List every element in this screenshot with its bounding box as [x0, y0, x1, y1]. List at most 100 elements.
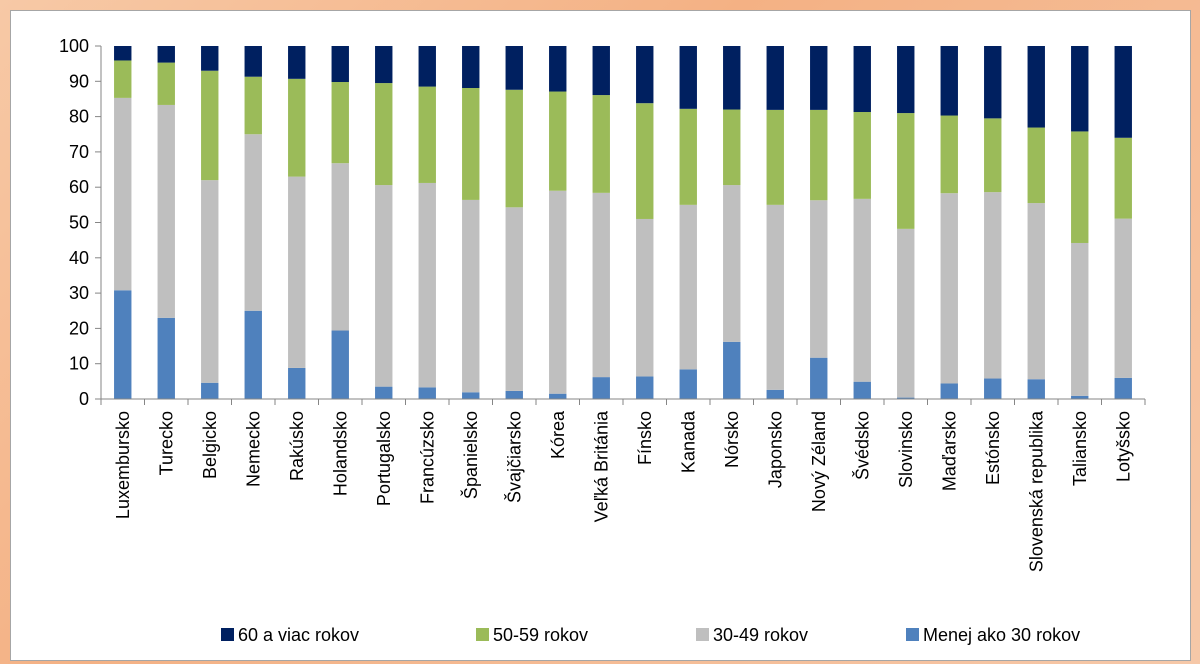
bar-segment-18-3 [853, 112, 871, 199]
y-tick-label: 90 [69, 71, 89, 91]
x-category-label: Kanada [678, 410, 698, 473]
bar-segment-1-3 [114, 60, 132, 98]
x-category-label: Rakúsko [287, 411, 307, 481]
bar-segment-8-2 [418, 182, 436, 388]
bar-segment-9-2 [462, 199, 480, 393]
bar-segment-14-1 [679, 369, 697, 399]
x-category-label: Kórea [548, 410, 568, 459]
bar-segment-20-4 [940, 46, 958, 116]
x-category-label: Francúzsko [417, 411, 437, 504]
bar-segment-7-2 [375, 185, 393, 387]
legend-label: 50-59 rokov [493, 625, 588, 645]
bar-segment-3-4 [201, 46, 219, 71]
bar-segment-12-1 [592, 377, 610, 399]
bar-segment-1-1 [114, 290, 132, 399]
bar-segment-15-1 [723, 341, 741, 399]
bar-segment-21-3 [984, 118, 1002, 193]
x-category-label: Luxembursko [113, 411, 133, 519]
x-category-label: Nórsko [722, 411, 742, 468]
bar-segment-1-2 [114, 97, 132, 291]
bar-segment-19-4 [897, 46, 915, 114]
bar-segment-13-2 [636, 218, 654, 377]
bar-segment-8-4 [418, 46, 436, 87]
bar-segment-17-3 [810, 109, 828, 201]
bar-segment-23-3 [1071, 131, 1089, 243]
y-tick-label: 60 [69, 177, 89, 197]
bar-segment-9-3 [462, 88, 480, 200]
bar-segment-2-3 [157, 62, 175, 105]
y-tick-label: 100 [59, 36, 89, 56]
bar-segment-3-3 [201, 70, 219, 181]
bar-segment-24-4 [1114, 46, 1132, 138]
y-tick-label: 80 [69, 107, 89, 127]
bar-segment-20-1 [940, 383, 958, 399]
bar-segment-13-3 [636, 103, 654, 219]
bar-segment-7-4 [375, 46, 393, 84]
x-category-label: Turecko [156, 411, 176, 475]
bar-segment-7-1 [375, 386, 393, 399]
bar-segment-16-3 [766, 109, 784, 205]
bar-segment-1-4 [114, 46, 132, 61]
bar-segment-11-2 [549, 190, 567, 394]
y-tick-label: 0 [79, 389, 89, 409]
bar-segment-21-4 [984, 46, 1002, 119]
bar-segment-22-4 [1027, 46, 1045, 128]
stacked-bar-chart: 0 10 20 30 40 50 60 70 80 90 100 Luxembursko Tureck… [59, 36, 1146, 645]
x-category-label: Taliansko [1070, 411, 1090, 486]
bar-segment-4-4 [244, 46, 262, 77]
bar-segment-6-1 [331, 330, 349, 399]
bar-segment-17-2 [810, 200, 828, 358]
chart-frame: 0 10 20 30 40 50 60 70 80 90 100 Luxembursko Tureck… [10, 10, 1191, 661]
bar-segment-11-1 [549, 393, 567, 399]
y-tick-label: 30 [69, 283, 89, 303]
bar-segment-9-4 [462, 46, 480, 89]
bar-segment-2-2 [157, 104, 175, 318]
bar-segment-23-1 [1071, 395, 1089, 399]
bar-segment-20-2 [940, 193, 958, 384]
bar-segment-22-2 [1027, 203, 1045, 380]
bar-segment-12-3 [592, 95, 610, 193]
bar-segment-14-3 [679, 108, 697, 205]
bar-segment-24-1 [1114, 377, 1132, 399]
bar-segment-13-1 [636, 376, 654, 399]
bar-segment-4-2 [244, 134, 262, 311]
bar-segment-9-1 [462, 392, 480, 399]
legend-label: Menej ako 30 rokov [923, 625, 1080, 645]
y-tick-label: 70 [69, 142, 89, 162]
bar-segment-6-2 [331, 163, 349, 331]
bar-segment-24-2 [1114, 218, 1132, 378]
bar-segment-24-3 [1114, 137, 1132, 219]
y-tick-label: 20 [69, 318, 89, 338]
bar-segment-19-3 [897, 113, 915, 229]
bar-segment-6-4 [331, 46, 349, 83]
bar-segment-4-1 [244, 310, 262, 399]
bar-segment-2-1 [157, 317, 175, 399]
x-category-label: Lotyšsko [1113, 411, 1133, 482]
bar-segment-19-1 [897, 397, 915, 399]
bar-segment-11-4 [549, 46, 567, 92]
bar-segment-7-3 [375, 83, 393, 186]
x-category-label: Nemecko [243, 411, 263, 487]
bar-segment-14-2 [679, 204, 697, 370]
bar-segment-20-3 [940, 115, 958, 194]
legend: 60 a viac rokov 50-59 rokov 30-49 rokov Men… [221, 625, 1080, 645]
bar-segment-23-4 [1071, 46, 1089, 132]
x-category-label: Švajčiarsko [503, 411, 524, 503]
legend-swatch [906, 628, 919, 641]
x-category-label: Španielsko [460, 411, 481, 499]
bar-segment-23-2 [1071, 242, 1089, 396]
bar-segment-5-4 [288, 46, 306, 79]
bar-segment-21-2 [984, 192, 1002, 379]
x-category-label: Švédsko [851, 411, 872, 480]
bar-segment-4-3 [244, 76, 262, 135]
bar-segment-12-4 [592, 46, 610, 96]
legend-swatch [696, 628, 709, 641]
bar-segment-10-3 [505, 89, 523, 208]
bar-segment-21-1 [984, 378, 1002, 399]
bar-segment-18-1 [853, 381, 871, 399]
y-tick-label: 50 [69, 213, 89, 233]
bar-segment-3-2 [201, 180, 219, 383]
bar-segment-16-1 [766, 389, 784, 399]
bar-segment-19-2 [897, 228, 915, 398]
bar-segment-8-3 [418, 86, 436, 183]
